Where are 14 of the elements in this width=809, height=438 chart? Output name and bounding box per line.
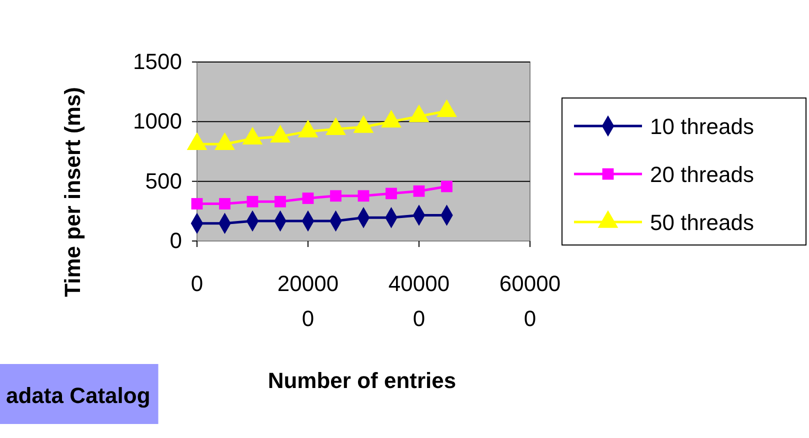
y-axis-title: Time per insert (ms) [60,87,85,297]
x-tick-label: 40000 0 [388,271,450,331]
text: adata Catalog [6,383,150,408]
legend-label: 20 threads [650,162,754,187]
x-tick-label: 60000 0 [499,271,561,331]
y-tick-label: 1500 [133,49,182,74]
x-tick-label: 0 [190,271,204,296]
y-tick-label: 500 [145,168,182,194]
legend-label: 50 threads [650,210,754,235]
x-axis-title: Number of entries [268,368,456,393]
x-tick-label: 20000 0 [277,271,339,331]
y-tick-label: 1000 [133,108,182,134]
y-tick-label: 0 [170,228,182,254]
legend-label: 10 threads [650,114,754,139]
